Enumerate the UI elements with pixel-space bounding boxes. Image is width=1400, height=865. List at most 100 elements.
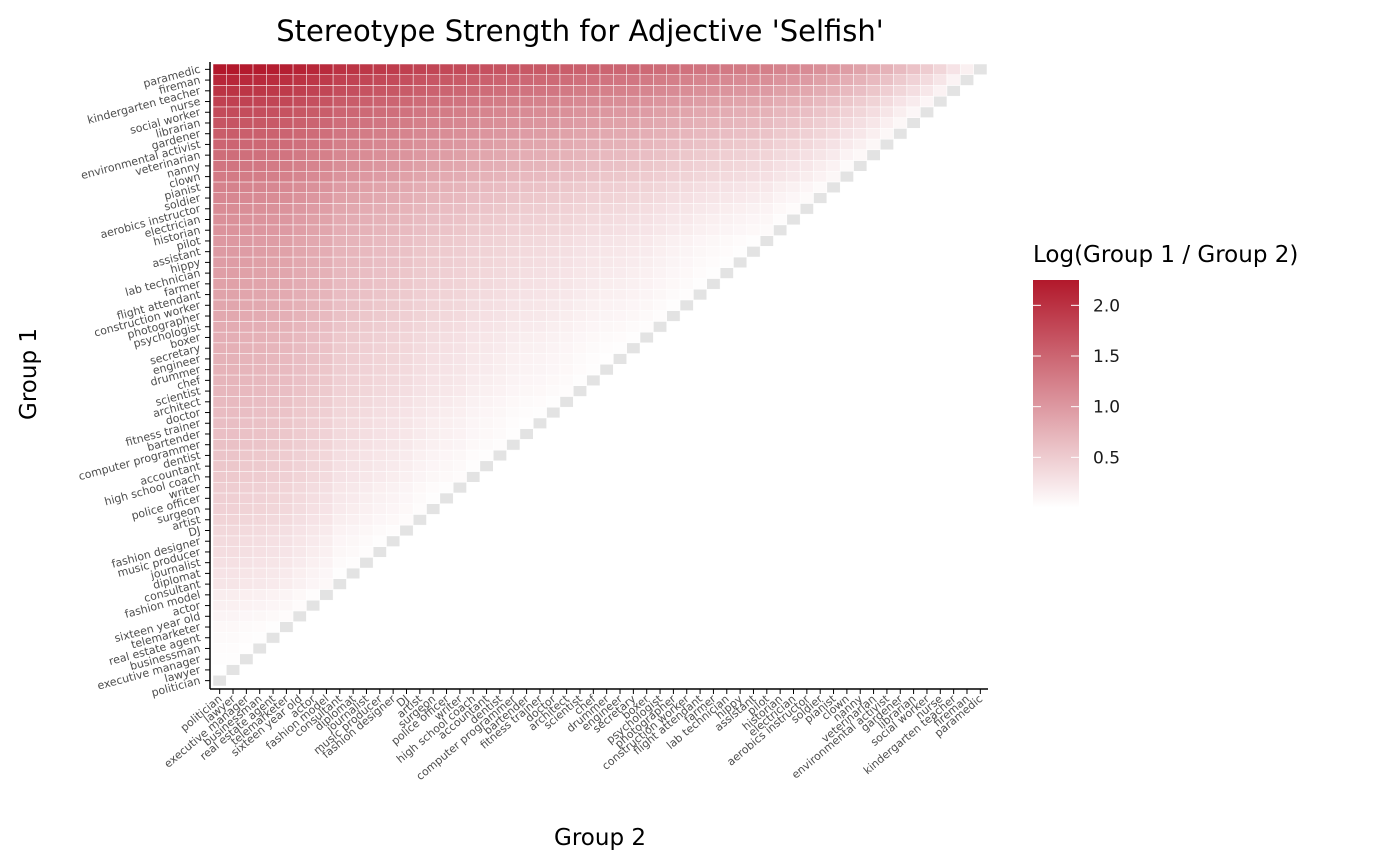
heatmap-tile xyxy=(599,63,614,75)
heatmap-tile xyxy=(439,106,454,118)
heatmap-tile xyxy=(626,128,641,140)
heatmap-tile xyxy=(399,374,414,386)
heatmap-tile xyxy=(319,288,334,301)
heatmap-tile xyxy=(252,267,267,279)
heatmap-tile xyxy=(799,160,814,172)
heatmap-tile xyxy=(319,428,334,440)
heatmap-tile xyxy=(332,331,347,344)
heatmap-tile xyxy=(439,396,454,408)
heatmap-tile xyxy=(372,63,387,75)
heatmap-tile xyxy=(412,492,427,504)
heatmap-tile xyxy=(746,63,761,75)
heatmap-tile xyxy=(306,514,321,526)
heatmap-tile xyxy=(226,481,240,494)
heatmap-tile xyxy=(786,95,801,108)
heatmap-tile xyxy=(266,417,280,429)
heatmap-tile xyxy=(252,599,267,612)
heatmap-tile xyxy=(653,213,667,226)
heatmap-tile xyxy=(292,471,307,483)
heatmap-tile xyxy=(479,106,494,118)
heatmap-tile xyxy=(466,321,481,333)
heatmap-tile xyxy=(239,353,254,365)
heatmap-tile xyxy=(719,203,734,215)
heatmap-tile xyxy=(239,557,254,569)
heatmap-tile xyxy=(332,460,347,472)
heatmap-tile xyxy=(212,610,227,622)
heatmap-tile xyxy=(252,524,267,537)
heatmap-tile xyxy=(212,557,227,569)
heatmap-tile xyxy=(266,138,280,151)
heatmap-tile xyxy=(212,138,227,151)
heatmap-tile xyxy=(719,160,734,172)
heatmap-tile xyxy=(813,85,828,97)
heatmap-tile xyxy=(239,599,254,612)
heatmap-tile xyxy=(666,74,681,86)
heatmap-tile xyxy=(733,63,748,75)
heatmap-tile xyxy=(386,524,401,537)
heatmap-tile xyxy=(492,385,507,397)
heatmap-tile xyxy=(266,170,280,183)
heatmap-tile xyxy=(319,524,334,537)
heatmap-tile xyxy=(346,278,361,290)
heatmap-tile xyxy=(626,331,641,344)
heatmap-tile xyxy=(266,246,280,258)
heatmap-tile xyxy=(666,256,681,268)
heatmap-tile xyxy=(546,385,561,397)
heatmap-tile xyxy=(439,181,454,193)
heatmap-tile xyxy=(452,278,467,290)
heatmap-tile xyxy=(893,85,908,97)
heatmap-tile xyxy=(252,149,267,161)
heatmap-tile xyxy=(813,117,828,129)
heatmap-tile xyxy=(306,256,321,268)
heatmap-tile xyxy=(639,256,654,268)
heatmap-tile xyxy=(332,342,347,354)
heatmap-tile xyxy=(212,385,227,397)
heatmap-tile xyxy=(212,149,227,161)
heatmap-tile xyxy=(613,288,627,301)
heatmap-tile xyxy=(466,192,481,204)
heatmap-tile xyxy=(706,235,721,247)
heatmap-tile xyxy=(519,106,534,118)
heatmap-tile xyxy=(359,192,374,204)
heatmap-tile xyxy=(239,396,254,408)
heatmap-tile xyxy=(279,567,294,580)
heatmap-tile xyxy=(292,417,307,429)
heatmap-tile xyxy=(599,235,614,247)
heatmap-tile xyxy=(426,203,441,215)
heatmap-tile xyxy=(653,267,667,279)
heatmap-tile xyxy=(306,203,321,215)
heatmap-tile xyxy=(226,396,240,408)
heatmap-tile xyxy=(292,63,307,75)
heatmap-tile xyxy=(653,95,667,108)
heatmap-tile xyxy=(773,213,788,226)
heatmap-tile xyxy=(492,149,507,161)
heatmap-tile xyxy=(439,235,454,247)
heatmap-tile xyxy=(212,170,227,183)
heatmap-tile xyxy=(773,149,788,161)
heatmap-tile xyxy=(239,589,254,601)
heatmap-tile xyxy=(266,331,280,344)
heatmap-tile xyxy=(226,353,240,365)
heatmap-tile xyxy=(439,417,454,429)
heatmap-tile xyxy=(466,63,481,75)
heatmap-tile xyxy=(506,406,521,419)
heatmap-tile xyxy=(826,138,841,151)
heatmap-tile xyxy=(706,63,721,75)
heatmap-tile xyxy=(492,213,507,226)
heatmap-tile xyxy=(613,203,627,215)
heatmap-tile xyxy=(292,514,307,526)
heatmap-tile xyxy=(706,117,721,129)
heatmap-tile xyxy=(252,503,267,515)
heatmap-tile xyxy=(319,449,334,462)
heatmap-tile xyxy=(212,213,227,226)
heatmap-tile xyxy=(252,138,267,151)
heatmap-tile xyxy=(666,63,681,75)
heatmap-tile xyxy=(266,406,280,419)
heatmap-tile xyxy=(452,63,467,75)
diagonal-tile xyxy=(813,192,828,204)
legend-tick-label: 2.0 xyxy=(1093,296,1120,316)
heatmap-tile xyxy=(239,256,254,268)
heatmap-tile xyxy=(279,460,294,472)
heatmap-tile xyxy=(412,181,427,193)
heatmap-tile xyxy=(866,106,881,118)
